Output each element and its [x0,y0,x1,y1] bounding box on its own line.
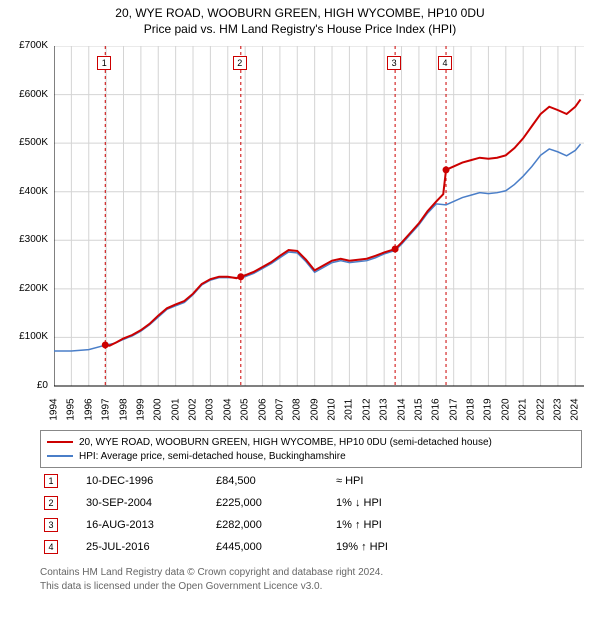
x-tick-label: 1997 [101,396,112,424]
sale-price: £445,000 [216,541,336,553]
title-address: 20, WYE ROAD, WOOBURN GREEN, HIGH WYCOMB… [0,6,600,20]
x-tick-label: 2020 [500,396,511,424]
sales-table: 1 10-DEC-1996 £84,500 ≈ HPI 2 30-SEP-200… [40,470,582,558]
x-tick-label: 2004 [222,396,233,424]
chart-area [54,46,584,416]
x-tick-label: 2010 [327,396,338,424]
y-tick-label: £100K [0,331,48,342]
sale-diff: 19% ↑ HPI [336,541,446,553]
legend-row-property: 20, WYE ROAD, WOOBURN GREEN, HIGH WYCOMB… [47,435,575,449]
x-tick-label: 2022 [535,396,546,424]
sale-date: 10-DEC-1996 [86,475,216,487]
legend-swatch-hpi [47,455,73,457]
x-tick-label: 2016 [431,396,442,424]
y-tick-label: £700K [0,40,48,51]
table-row: 3 16-AUG-2013 £282,000 1% ↑ HPI [40,514,582,536]
chart-sale-marker: 1 [97,56,111,70]
x-tick-label: 2023 [552,396,563,424]
sale-date: 25-JUL-2016 [86,541,216,553]
table-row: 4 25-JUL-2016 £445,000 19% ↑ HPI [40,536,582,558]
x-tick-label: 2019 [483,396,494,424]
x-tick-label: 1998 [118,396,129,424]
y-tick-label: £300K [0,234,48,245]
sale-marker-icon: 1 [44,474,58,488]
x-tick-label: 2003 [205,396,216,424]
sale-marker-icon: 2 [44,496,58,510]
sale-date: 16-AUG-2013 [86,519,216,531]
chart-sale-marker: 4 [438,56,452,70]
x-tick-label: 2005 [240,396,251,424]
footer: Contains HM Land Registry data © Crown c… [40,566,582,593]
x-tick-label: 2024 [570,396,581,424]
x-tick-label: 1999 [135,396,146,424]
sale-marker-icon: 4 [44,540,58,554]
x-tick-label: 2013 [379,396,390,424]
x-tick-label: 2006 [257,396,268,424]
y-tick-label: £500K [0,137,48,148]
chart-sale-marker: 3 [387,56,401,70]
y-tick-label: £0 [0,380,48,391]
sale-price: £282,000 [216,519,336,531]
legend-label-property: 20, WYE ROAD, WOOBURN GREEN, HIGH WYCOMB… [79,437,492,448]
x-tick-label: 2007 [274,396,285,424]
x-tick-label: 2017 [448,396,459,424]
legend-swatch-property [47,441,73,443]
title-block: 20, WYE ROAD, WOOBURN GREEN, HIGH WYCOMB… [0,0,600,36]
y-tick-label: £600K [0,89,48,100]
x-tick-label: 2014 [396,396,407,424]
footer-line1: Contains HM Land Registry data © Crown c… [40,566,582,580]
x-tick-label: 2000 [153,396,164,424]
chart-svg [54,46,584,416]
chart-sale-marker: 2 [233,56,247,70]
sale-diff: 1% ↓ HPI [336,497,446,509]
footer-line2: This data is licensed under the Open Gov… [40,580,582,594]
table-row: 2 30-SEP-2004 £225,000 1% ↓ HPI [40,492,582,514]
x-tick-label: 2008 [292,396,303,424]
sale-price: £84,500 [216,475,336,487]
sale-date: 30-SEP-2004 [86,497,216,509]
sale-marker-icon: 3 [44,518,58,532]
legend-row-hpi: HPI: Average price, semi-detached house,… [47,449,575,463]
sale-diff: 1% ↑ HPI [336,519,446,531]
x-tick-label: 2001 [170,396,181,424]
title-subtitle: Price paid vs. HM Land Registry's House … [0,22,600,36]
table-row: 1 10-DEC-1996 £84,500 ≈ HPI [40,470,582,492]
x-tick-label: 2015 [413,396,424,424]
x-tick-label: 1994 [49,396,60,424]
x-tick-label: 2011 [344,396,355,424]
x-tick-label: 2018 [466,396,477,424]
sale-price: £225,000 [216,497,336,509]
chart-container: 20, WYE ROAD, WOOBURN GREEN, HIGH WYCOMB… [0,0,600,620]
y-tick-label: £400K [0,186,48,197]
legend-label-hpi: HPI: Average price, semi-detached house,… [79,451,346,462]
x-tick-label: 2012 [361,396,372,424]
x-tick-label: 1996 [83,396,94,424]
x-tick-label: 2002 [188,396,199,424]
legend: 20, WYE ROAD, WOOBURN GREEN, HIGH WYCOMB… [40,430,582,468]
x-tick-label: 1995 [66,396,77,424]
y-tick-label: £200K [0,283,48,294]
x-tick-label: 2021 [518,396,529,424]
x-tick-label: 2009 [309,396,320,424]
sale-diff: ≈ HPI [336,475,446,487]
